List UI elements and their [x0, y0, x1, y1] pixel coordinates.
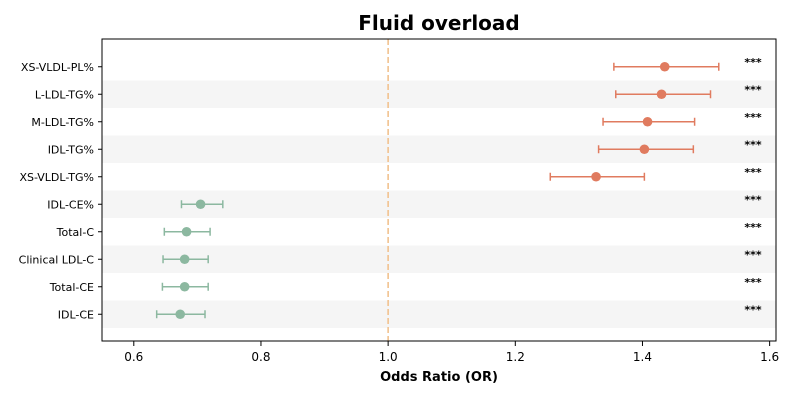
significance-label: ***: [744, 193, 762, 206]
x-tick-label: 1.6: [760, 350, 779, 364]
or-point: [181, 226, 192, 237]
x-tick-label: 0.6: [124, 350, 143, 364]
or-point: [639, 144, 650, 155]
significance-label: ***: [744, 276, 762, 289]
y-tick-label: Total-C: [56, 226, 95, 239]
or-point: [642, 116, 653, 127]
plot-frame: [101, 38, 777, 342]
significance-label: ***: [744, 138, 762, 151]
y-tick-label: Total-CE: [49, 281, 94, 294]
y-axis: XS-VLDL-PL% L-LDL-TG% M-LDL-TG% IDL-TG% XS-V…: [19, 61, 102, 321]
row-band: [102, 300, 776, 328]
or-point: [175, 309, 186, 320]
significance-label: ***: [744, 248, 762, 261]
or-point: [179, 254, 190, 265]
x-tick-label: 1.0: [379, 350, 398, 364]
significance-label: ***: [744, 56, 762, 69]
y-tick-label: L-LDL-TG%: [35, 88, 94, 101]
y-tick-label: XS-VLDL-PL%: [21, 61, 94, 74]
data-marks-group: *** *** *** *** *** *** *** *** *** ***: [155, 56, 762, 320]
or-point: [591, 171, 601, 182]
chart-title: Fluid overload: [358, 11, 520, 35]
or-point: [195, 199, 206, 210]
y-tick-label: IDL-CE%: [47, 198, 94, 211]
or-point: [179, 281, 190, 292]
x-tick-label: 1.2: [506, 350, 525, 364]
row-band: [102, 245, 776, 273]
x-tick-label: 1.4: [633, 350, 652, 364]
y-tick-label: M-LDL-TG%: [31, 116, 94, 129]
x-tick-label: 0.8: [251, 350, 270, 364]
significance-label: ***: [744, 166, 762, 179]
or-point: [656, 89, 667, 100]
y-tick-label: Clinical LDL-C: [19, 253, 95, 266]
significance-label: ***: [744, 303, 762, 316]
significance-label: ***: [744, 111, 762, 124]
significance-label: ***: [744, 83, 762, 96]
x-axis: 0.6 0.8 1.0 1.2 1.4 1.6: [124, 341, 779, 364]
y-tick-label: IDL-CE: [58, 308, 94, 321]
x-axis-label: Odds Ratio (OR): [380, 370, 498, 385]
y-tick-label: XS-VLDL-TG%: [19, 171, 94, 184]
significance-label: ***: [744, 221, 762, 234]
or-point: [659, 61, 670, 72]
y-tick-label: IDL-TG%: [48, 143, 94, 156]
